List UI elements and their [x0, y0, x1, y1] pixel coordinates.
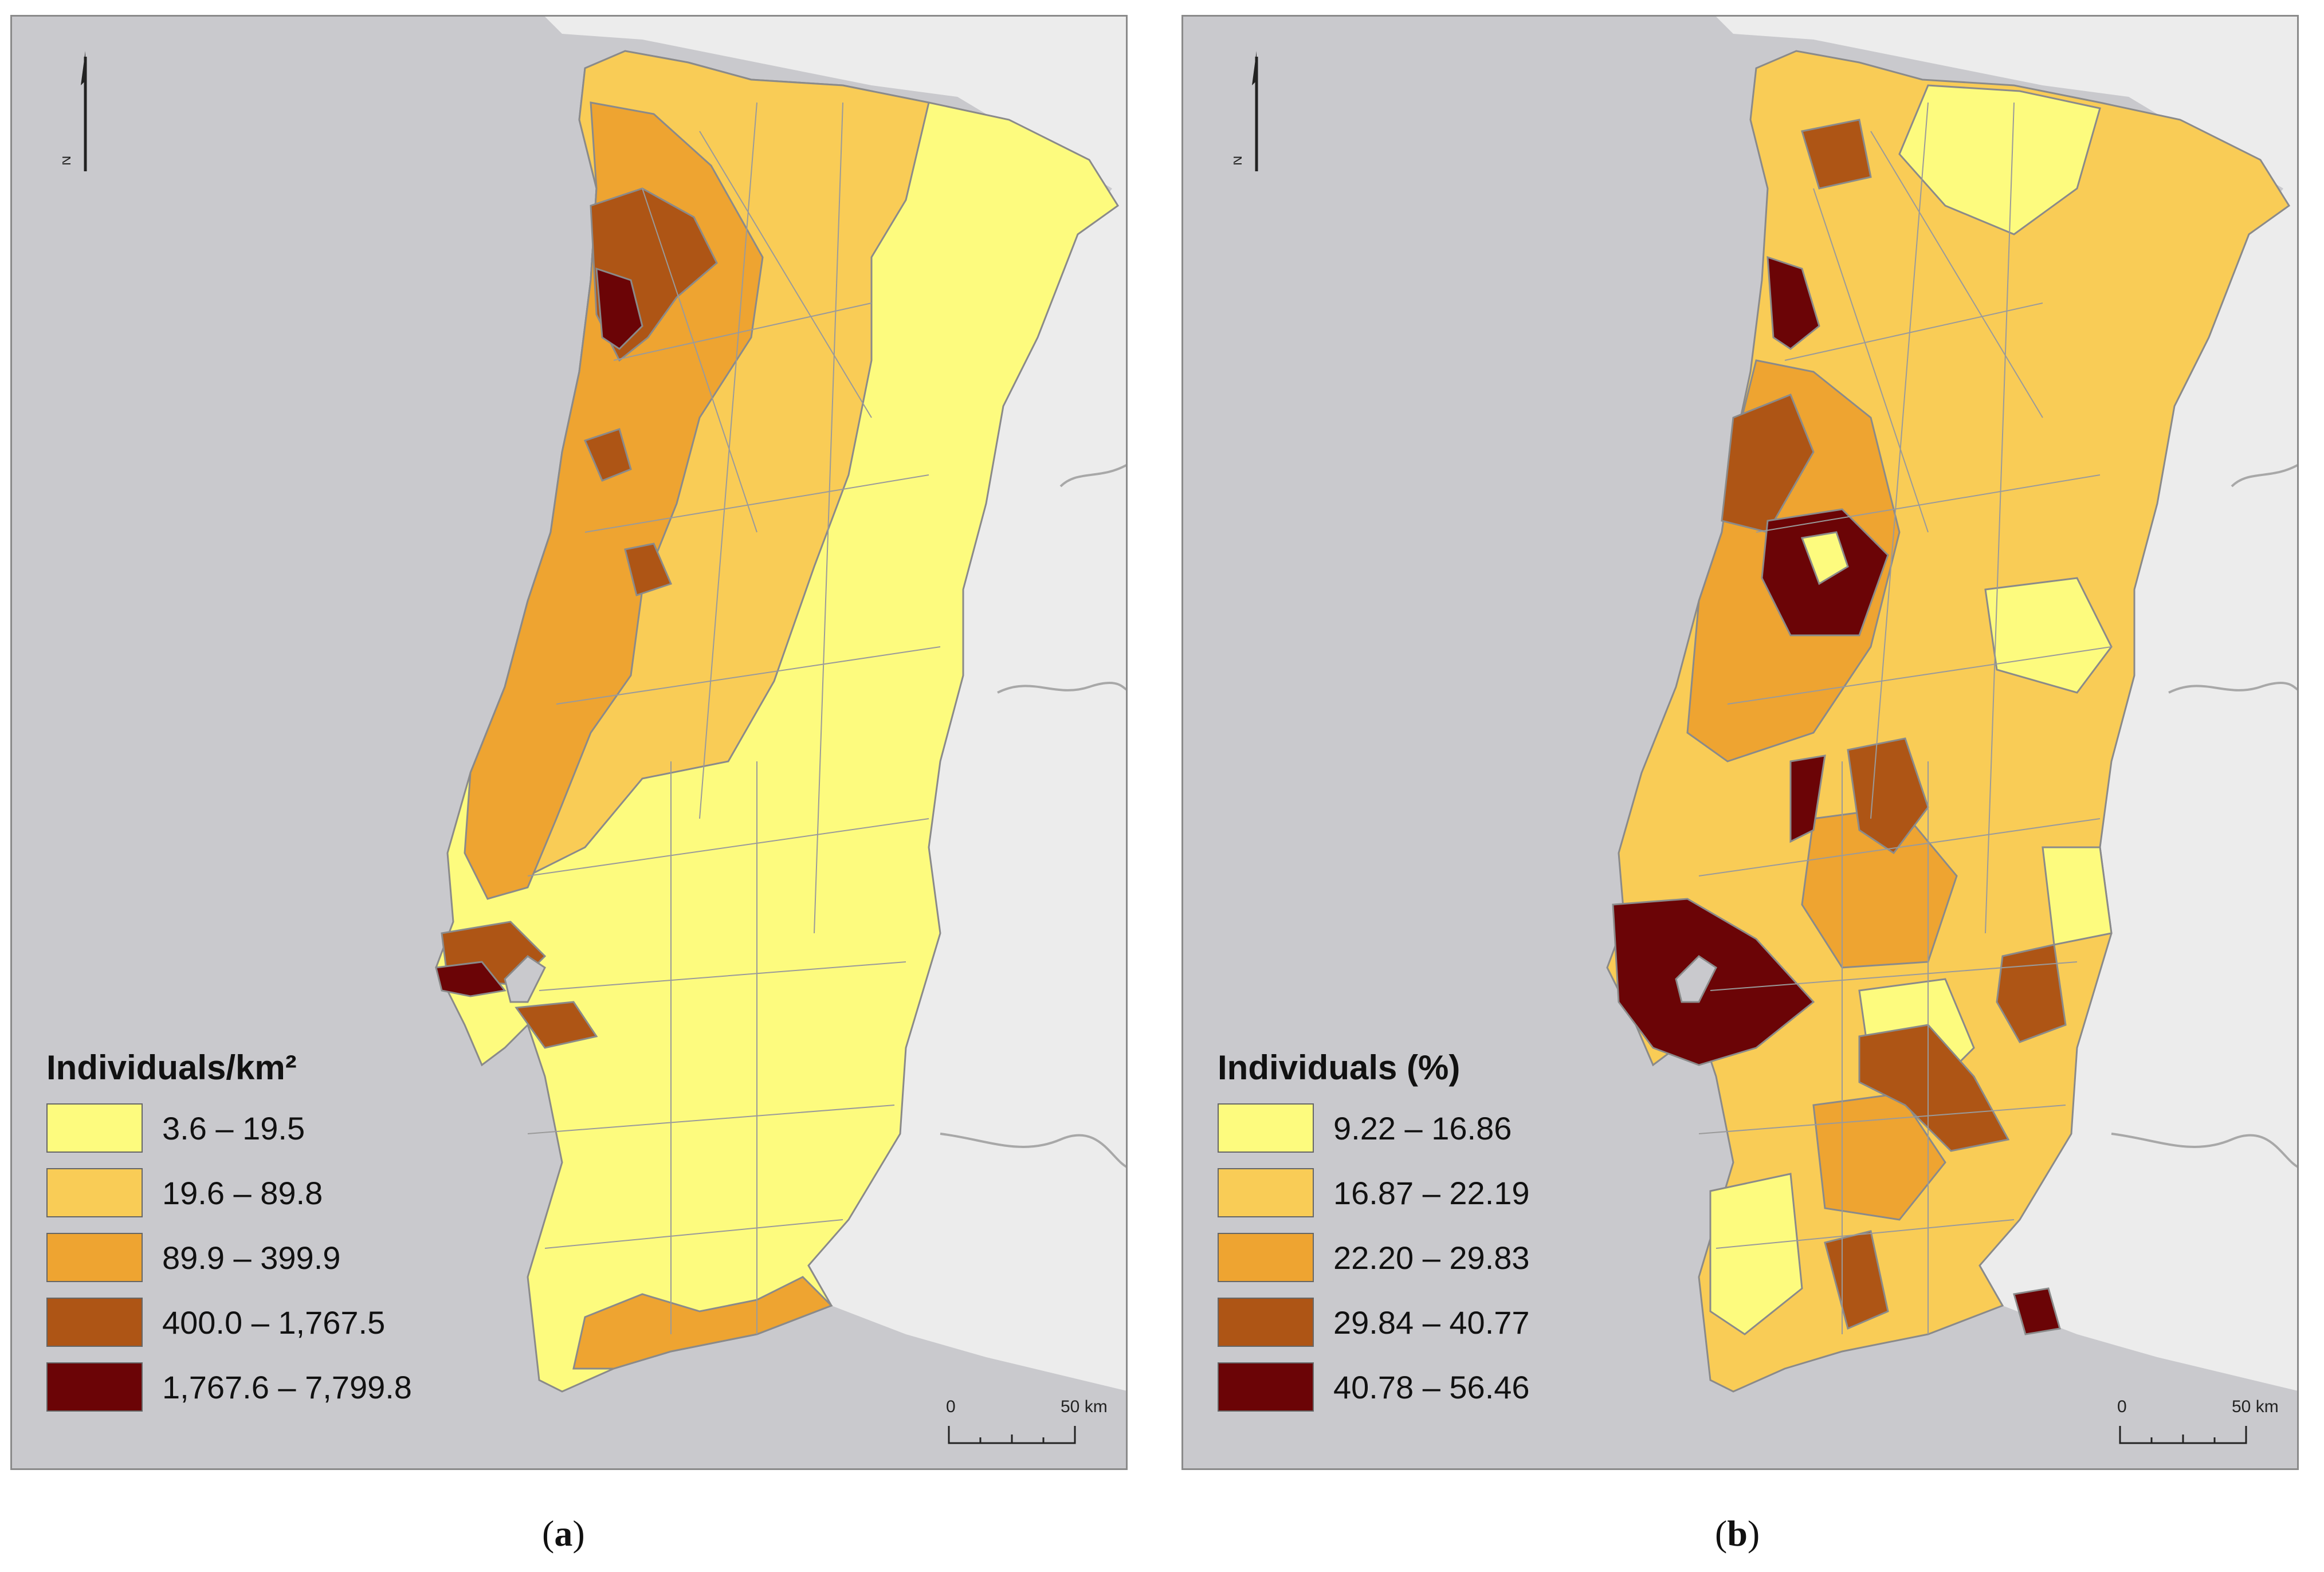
region-class-1-e	[1709, 1173, 1803, 1335]
legend-swatch	[46, 1103, 143, 1153]
region-class-3-south	[572, 1276, 833, 1370]
legend-label: 29.84 – 40.77	[1333, 1304, 1530, 1341]
legend-b: Individuals (%) 9.22 – 16.86 16.87 – 22.…	[1218, 1048, 1530, 1427]
region-class-5-b	[435, 961, 507, 997]
spain-river	[2168, 682, 2297, 694]
region-class-4-f	[1801, 119, 1872, 190]
legend-swatch	[1218, 1362, 1314, 1412]
region-class-4-b	[1847, 737, 1929, 855]
scale-bar-a: 0 50 km	[946, 1397, 1108, 1455]
spain-land	[1716, 17, 2297, 1391]
region-class-1-f	[2042, 846, 2113, 946]
region-class-5-c	[1612, 898, 1815, 1066]
region-class-4-c	[624, 543, 673, 596]
map-panel-a: N Individuals/km² 3.6 – 19.5 19.6 – 89.8…	[10, 15, 1128, 1470]
map-panel-b: N Individuals (%) 9.22 – 16.86 16.87 – 2…	[1181, 15, 2299, 1470]
choropleth-map-a	[435, 17, 1126, 1393]
north-label: N	[1234, 156, 1245, 166]
region-class-5	[595, 267, 643, 350]
municipal-boundaries	[527, 102, 941, 1334]
region-class-1	[1898, 84, 2101, 235]
tagus-estuary	[504, 955, 546, 1003]
spain-land	[545, 17, 1126, 1391]
legend-swatch	[46, 1233, 143, 1282]
legend-item: 400.0 – 1,767.5	[46, 1298, 412, 1347]
region-class-4	[1721, 394, 1815, 533]
scale-ruler	[2119, 1426, 2247, 1444]
caption-letter: a	[554, 1513, 573, 1554]
region-class-4-e	[515, 1001, 598, 1049]
legend-a: Individuals/km² 3.6 – 19.5 19.6 – 89.8 8…	[46, 1048, 412, 1427]
legend-label: 3.6 – 19.5	[162, 1110, 305, 1146]
legend-swatch	[1218, 1233, 1314, 1282]
spain-river-2	[1059, 463, 1126, 488]
legend-swatch	[46, 1168, 143, 1217]
spain-river-3	[940, 1133, 1126, 1168]
caption-b: (b)	[1715, 1513, 1760, 1554]
caption-a: (a)	[542, 1513, 585, 1554]
legend-item: 40.78 – 56.46	[1218, 1362, 1530, 1412]
scale-end: 50 km	[1061, 1397, 1108, 1416]
choropleth-map-b	[1606, 17, 2297, 1393]
legend-item: 1,767.6 – 7,799.8	[46, 1362, 412, 1412]
region-class-3	[464, 101, 764, 900]
legend-label: 16.87 – 22.19	[1333, 1174, 1530, 1211]
tagus-estuary	[1675, 955, 1717, 1003]
legend-label: 89.9 – 399.9	[162, 1239, 341, 1276]
legend-item: 19.6 – 89.8	[46, 1168, 412, 1217]
region-class-5-d	[2013, 1287, 2061, 1335]
legend-item: 89.9 – 399.9	[46, 1233, 412, 1282]
scale-zero: 0	[2117, 1397, 2127, 1416]
legend-item: 16.87 – 22.19	[1218, 1168, 1530, 1217]
scale-zero: 0	[946, 1397, 956, 1416]
legend-item: 3.6 – 19.5	[46, 1103, 412, 1153]
legend-swatch	[1218, 1168, 1314, 1217]
region-class-4-c	[1858, 1024, 2010, 1152]
legend-swatch	[46, 1298, 143, 1347]
legend-item: 9.22 – 16.86	[1218, 1103, 1530, 1153]
region-class-4-b	[583, 428, 632, 482]
north-label: N	[62, 156, 74, 166]
legend-title: Individuals/km²	[46, 1048, 297, 1087]
region-class-5	[1766, 256, 1820, 350]
legend-label: 9.22 – 16.86	[1333, 1110, 1512, 1146]
legend-item: 22.20 – 29.83	[1218, 1233, 1530, 1282]
legend-title: Individuals (%)	[1218, 1048, 1461, 1087]
legend-label: 22.20 – 29.83	[1333, 1239, 1530, 1276]
north-arrow: N	[62, 51, 87, 171]
scale-bar-b: 0 50 km	[2117, 1397, 2279, 1455]
spain-river-2	[2231, 463, 2297, 488]
legend-label: 1,767.6 – 7,799.8	[162, 1369, 412, 1405]
legend-swatch	[1218, 1298, 1314, 1347]
legend-swatch	[1218, 1103, 1314, 1153]
caption-letter: b	[1727, 1513, 1748, 1554]
leiria-yellow	[1800, 531, 1849, 585]
region-class-4-d	[1996, 944, 2067, 1043]
municipal-boundaries	[1698, 102, 2112, 1334]
legend-label: 19.6 – 89.8	[162, 1174, 323, 1211]
spain-river	[997, 682, 1126, 694]
scale-ruler	[948, 1426, 1076, 1444]
legend-swatch	[46, 1362, 143, 1412]
spain-river-3	[2111, 1133, 2297, 1168]
region-class-5-e	[1789, 754, 1826, 843]
legend-item: 29.84 – 40.77	[1218, 1298, 1530, 1347]
legend-label: 40.78 – 56.46	[1333, 1369, 1530, 1405]
legend-label: 400.0 – 1,767.5	[162, 1304, 386, 1341]
scale-end: 50 km	[2232, 1397, 2279, 1416]
north-arrow: N	[1234, 51, 1258, 171]
